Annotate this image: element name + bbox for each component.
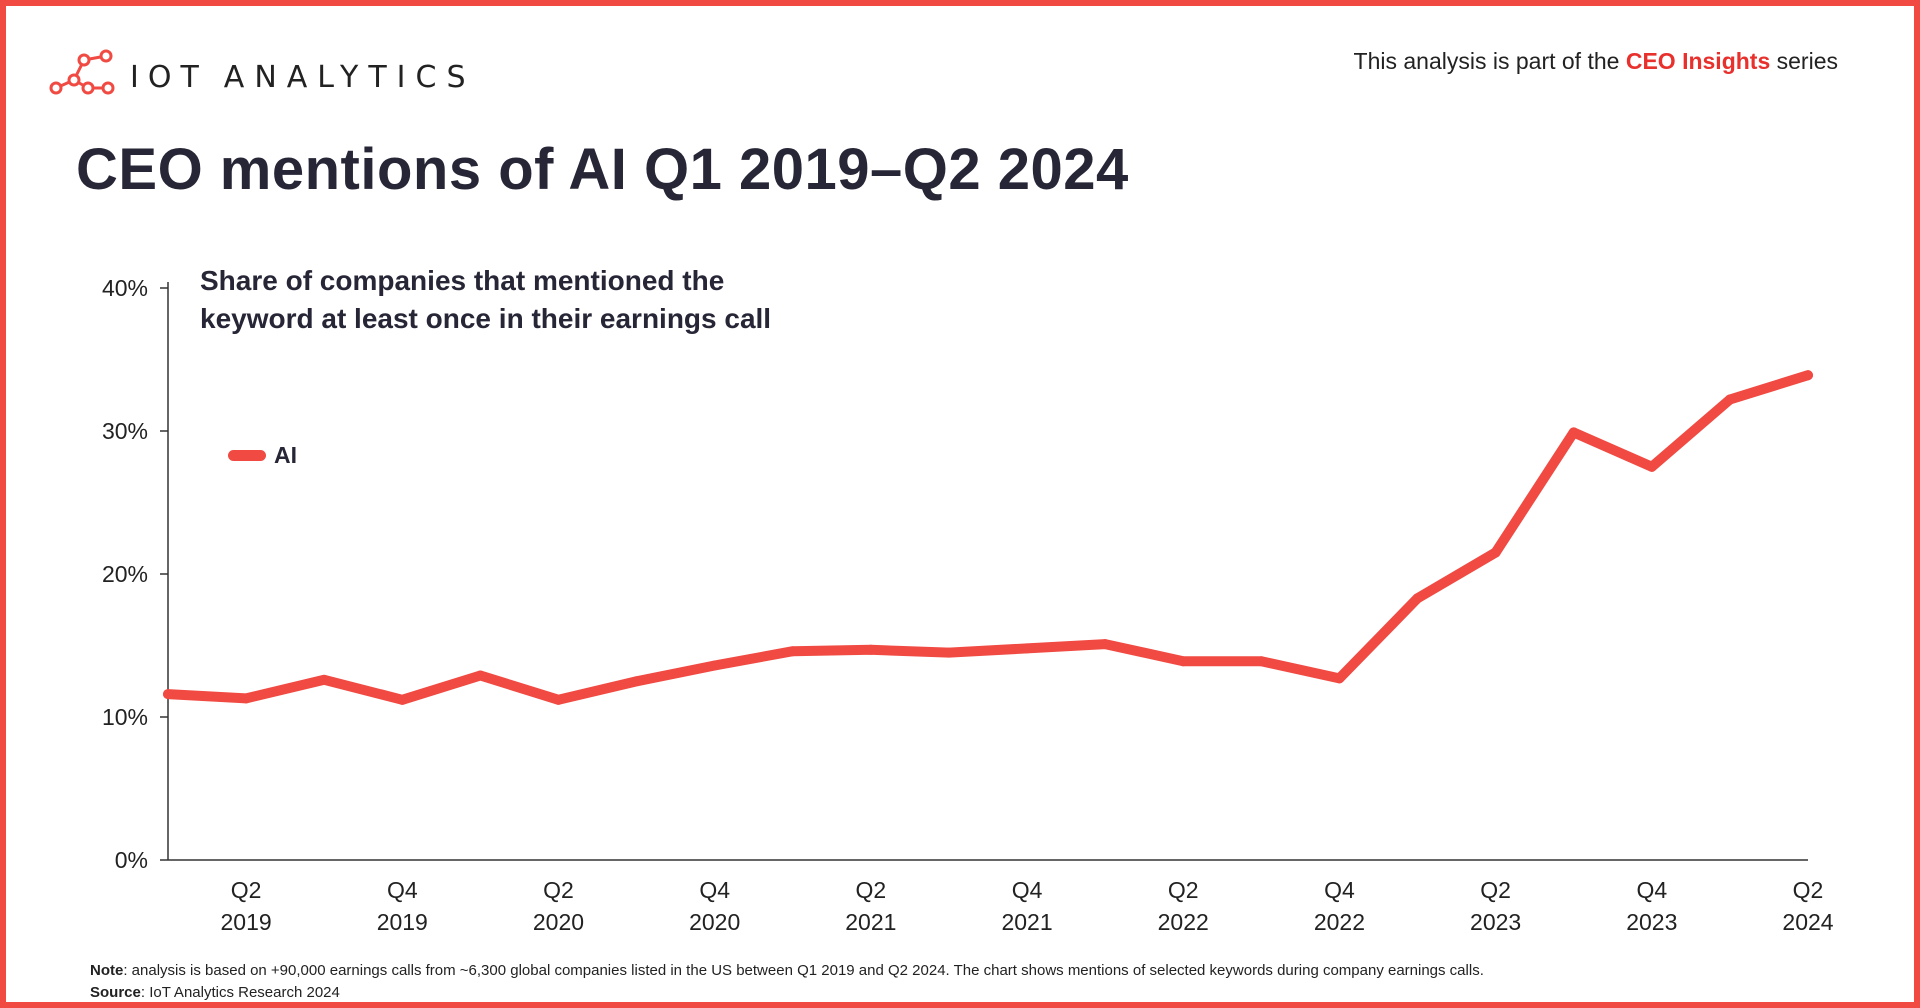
x-tick-label-quarter: Q2 — [231, 877, 262, 903]
data-point — [1022, 643, 1033, 654]
series-note: This analysis is part of the CEO Insight… — [1354, 48, 1838, 75]
data-point — [553, 694, 564, 705]
footnote: Note: analysis is based on +90,000 earni… — [90, 960, 1484, 1004]
data-point — [475, 670, 486, 681]
footnote-source-text: : IoT Analytics Research 2024 — [140, 984, 340, 1001]
x-tick-label-quarter: Q4 — [387, 877, 418, 903]
x-tick-label-year: 2019 — [221, 909, 272, 935]
data-point — [1256, 656, 1267, 667]
footnote-note: Note: analysis is based on +90,000 earni… — [90, 960, 1484, 982]
data-point — [1803, 370, 1813, 381]
company-logo: IOT ANALYTICS — [46, 42, 476, 112]
series-line-ai — [163, 370, 1813, 705]
x-tick-label-quarter: Q4 — [1324, 877, 1355, 903]
x-tick-label-quarter: Q2 — [856, 877, 887, 903]
x-tick-label-year: 2023 — [1626, 909, 1677, 935]
x-tick-label-quarter: Q2 — [1168, 877, 1199, 903]
data-point — [709, 660, 720, 671]
footnote-note-text: : analysis is based on +90,000 earnings … — [123, 962, 1484, 979]
data-point — [1412, 593, 1423, 604]
footnote-source: Source: IoT Analytics Research 2024 — [90, 982, 1484, 1004]
line-chart: 0% 10% 20% 30% 40% Q2 2019 Q4 2019 Q2 2020 Q4 2020 Q2… — [102, 275, 1834, 935]
legend: AI — [228, 442, 297, 469]
series-note-suffix: series — [1770, 48, 1838, 74]
data-point — [1724, 394, 1735, 405]
chart-subtitle: Share of companies that mentioned the ke… — [200, 265, 772, 334]
data-point — [241, 693, 252, 704]
data-point — [1568, 427, 1579, 438]
x-tick-label-year: 2021 — [1001, 909, 1052, 935]
x-tick-label-year: 2022 — [1314, 909, 1365, 935]
data-point — [319, 674, 330, 685]
page-title: CEO mentions of AI Q1 2019–Q2 2024 — [76, 137, 1129, 202]
x-tick-label-year: 2022 — [1158, 909, 1209, 935]
x-tick-label-quarter: Q4 — [1636, 877, 1667, 903]
x-tick-label-quarter: Q4 — [1012, 877, 1043, 903]
x-tick-label-year: 2024 — [1782, 909, 1833, 935]
footnote-source-label: Source — [90, 984, 141, 1001]
x-tick-label-quarter: Q2 — [543, 877, 574, 903]
x-tick-label-year: 2023 — [1470, 909, 1521, 935]
data-point — [1100, 639, 1111, 650]
data-point — [865, 644, 876, 655]
logo-word-analytics: ANALYTICS — [223, 59, 476, 95]
x-tick-label-quarter: Q4 — [699, 877, 730, 903]
legend-swatch-ai — [228, 450, 266, 461]
x-tick-label-year: 2020 — [533, 909, 584, 935]
series-note-prefix: This analysis is part of the — [1353, 48, 1626, 74]
y-tick-label: 0% — [115, 847, 148, 873]
x-tick-label-quarter: Q2 — [1793, 877, 1824, 903]
data-point — [943, 647, 954, 658]
data-point — [631, 676, 642, 687]
y-tick-label: 20% — [102, 561, 148, 587]
series-note-highlight: CEO Insights — [1625, 48, 1771, 74]
network-nodes-icon — [49, 49, 115, 95]
x-tick-label-year: 2020 — [689, 909, 740, 935]
data-point — [1334, 673, 1345, 684]
y-tick-label: 40% — [102, 275, 148, 301]
data-point — [1178, 656, 1189, 667]
x-tick-label-year: 2021 — [845, 909, 896, 935]
data-point — [1490, 547, 1501, 558]
footnote-note-label: Note — [90, 962, 124, 979]
x-tick-label-year: 2019 — [377, 909, 428, 935]
legend-label-ai: AI — [274, 442, 297, 468]
data-point — [163, 689, 173, 700]
data-point — [1646, 461, 1657, 472]
data-point — [397, 694, 408, 705]
y-tick-label: 10% — [102, 704, 148, 730]
x-tick-label-quarter: Q2 — [1480, 877, 1511, 903]
y-tick-label: 30% — [102, 418, 148, 444]
logo-word-iot: IOT — [130, 59, 208, 95]
data-point — [787, 646, 798, 657]
